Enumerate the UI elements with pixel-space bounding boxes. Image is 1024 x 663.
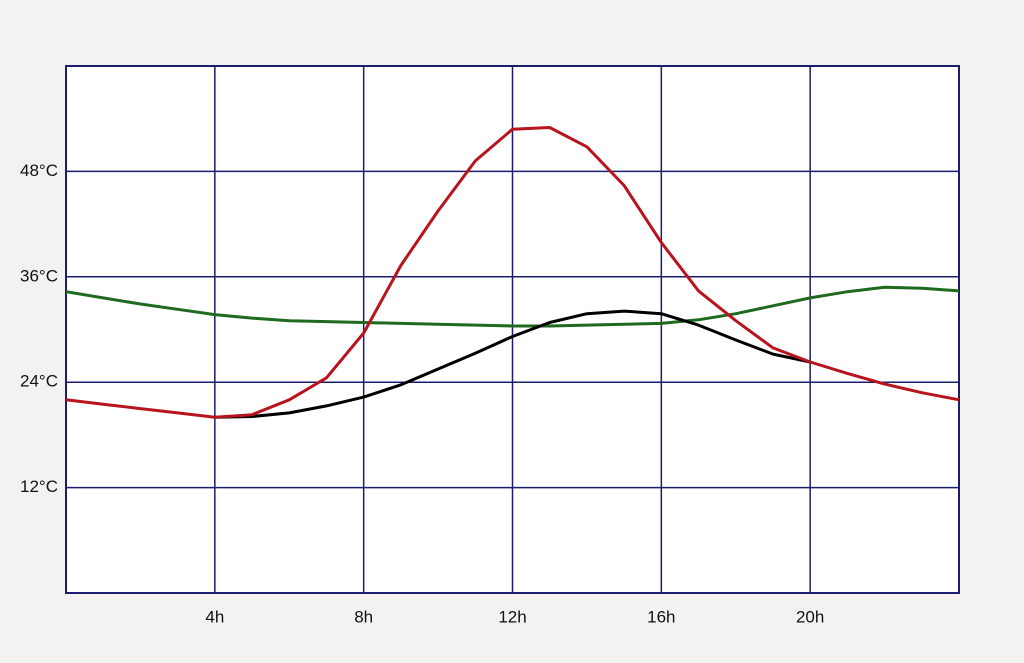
series-line [65, 285, 960, 328]
series-line [65, 126, 960, 419]
y-tick-label: 36°C [20, 266, 58, 285]
y-tick-label: 12°C [20, 477, 58, 496]
y-tick-label: 24°C [20, 372, 58, 391]
x-tick-label: 20h [796, 607, 824, 626]
x-tick-label: 8h [354, 607, 373, 626]
y-tick-label: 48°C [20, 161, 58, 180]
x-tick-label: 16h [647, 607, 675, 626]
x-tick-label: 12h [498, 607, 526, 626]
x-tick-label: 4h [205, 607, 224, 626]
series-line [214, 309, 811, 419]
